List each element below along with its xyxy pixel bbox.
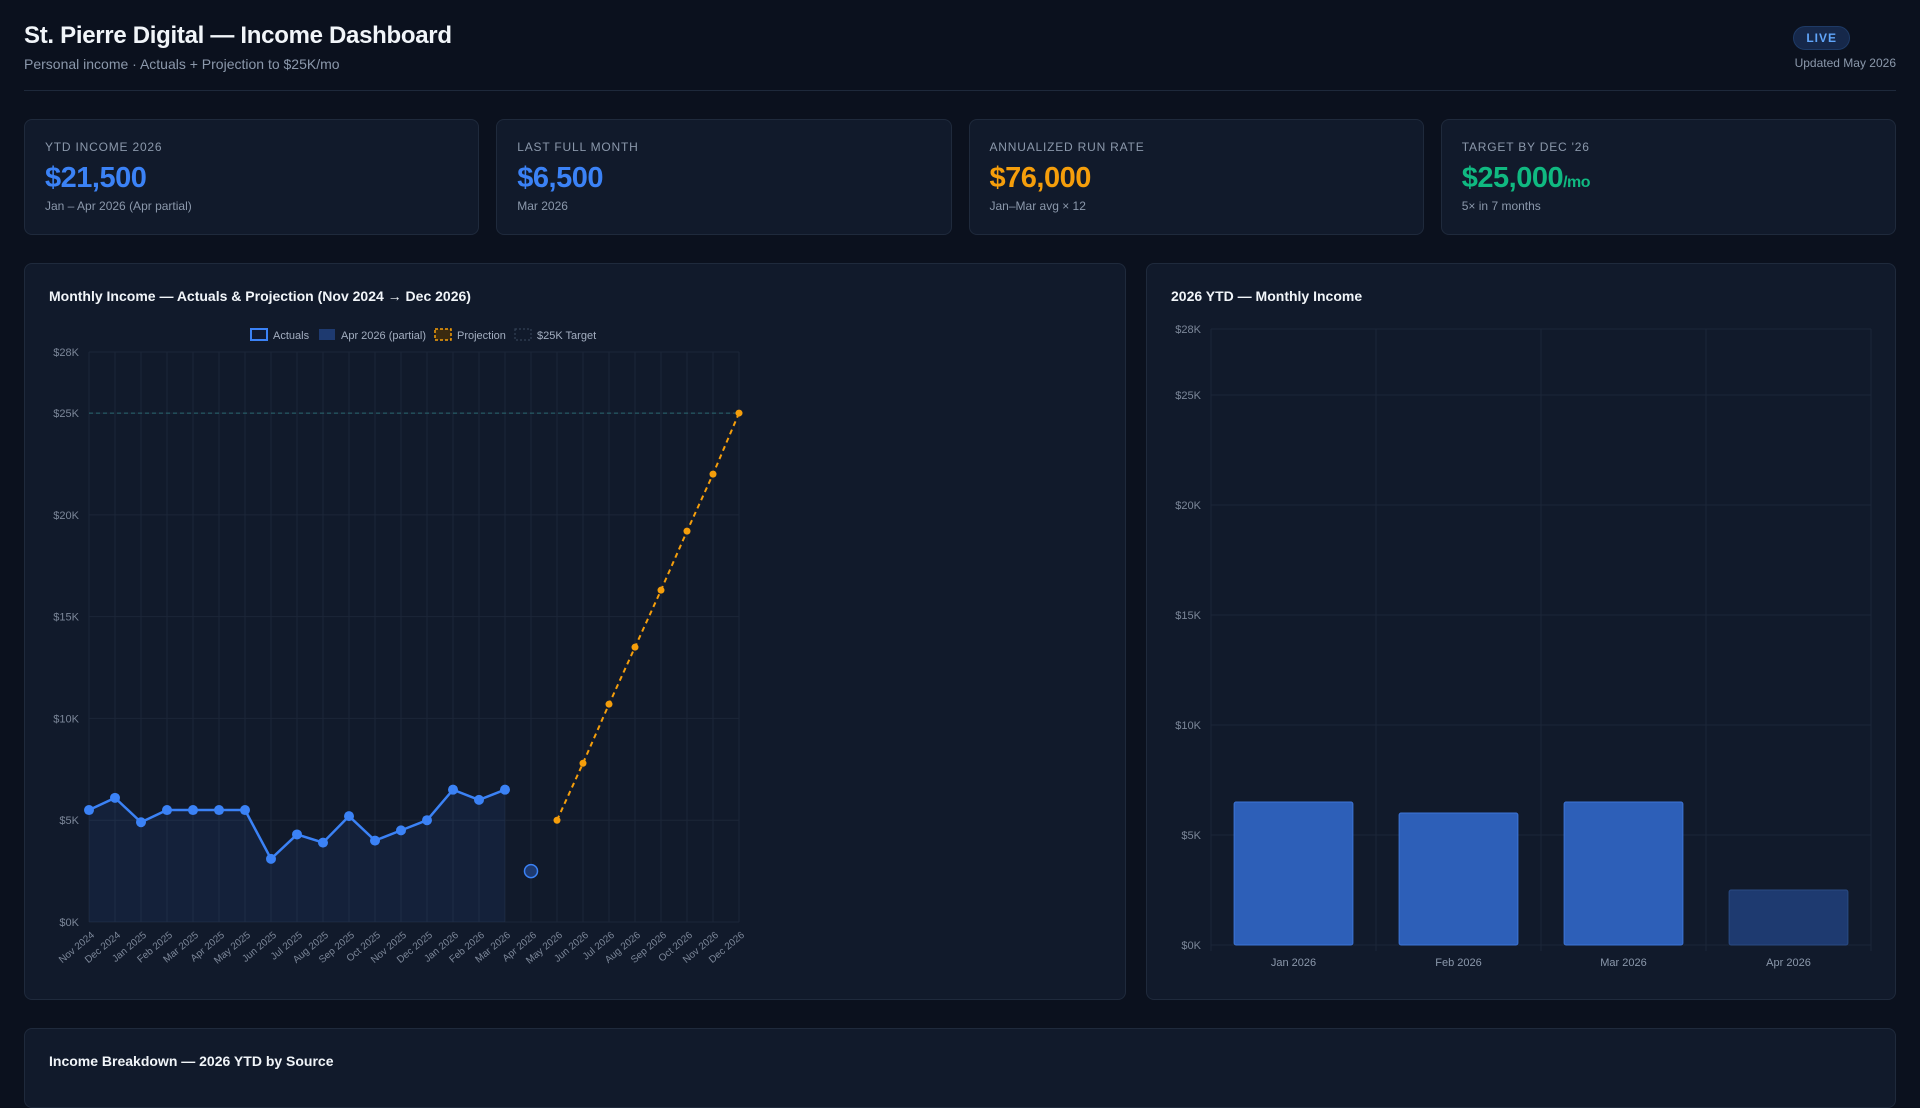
bar-chart-title: 2026 YTD — Monthly Income: [1171, 288, 1363, 304]
y-tick-label: $0K: [1181, 940, 1201, 952]
line-chart-panel: Monthly Income — Actuals & Projection (N…: [24, 263, 1126, 1000]
y-tick-label: $15K: [53, 612, 79, 624]
projection-point: [735, 409, 743, 417]
page-title: St. Pierre Digital — Income Dashboard: [24, 22, 452, 49]
actuals-point: [84, 805, 94, 816]
y-tick-label: $28K: [53, 347, 79, 359]
breakdown-title: Income Breakdown — 2026 YTD by Source: [49, 1053, 334, 1069]
actuals-point: [214, 805, 224, 816]
y-tick-label: $28K: [1175, 324, 1201, 336]
legend-label-target: $25K Target: [537, 330, 596, 342]
legend-label-actuals: Actuals: [273, 330, 310, 342]
kpi-value: $21,500: [45, 162, 458, 195]
bar-chart: $0K $5K $10K $15K $20K $25K $28K Jan 2026 Feb 20…: [1175, 324, 1872, 969]
projection-point: [631, 643, 639, 651]
actuals-point: [292, 829, 302, 840]
kpi-card-last-month: Last Full Month $6,500 Mar 2026: [496, 119, 952, 235]
kpi-label: Last Full Month: [517, 140, 639, 154]
kpi-value-number: $6,500: [517, 162, 603, 194]
actuals-point: [500, 784, 510, 795]
x-tick-label: Mar 2026: [1600, 957, 1646, 969]
breakdown-panel: Income Breakdown — 2026 YTD by Source: [24, 1028, 1896, 1108]
page-header: St. Pierre Digital — Income Dashboard Pe…: [24, 22, 1896, 91]
x-tick-label: Apr 2026: [1766, 957, 1811, 969]
actuals-point: [110, 792, 120, 803]
y-tick-label: $0K: [59, 917, 79, 929]
live-badge: LIVE: [1793, 26, 1850, 50]
kpi-value-number: $21,500: [45, 162, 147, 194]
actuals-point: [136, 817, 146, 828]
x-tick-label: Feb 2026: [1435, 957, 1481, 969]
kpi-card-ytd: YTD Income 2026 $21,500 Jan – Apr 2026 (…: [24, 119, 480, 235]
legend-swatch-partial: [319, 329, 335, 340]
legend-swatch-target: [514, 328, 532, 341]
y-tick-label: $10K: [1175, 720, 1201, 732]
kpi-label: YTD Income 2026: [45, 140, 163, 154]
actuals-area: [89, 789, 505, 922]
kpi-row: YTD Income 2026 $21,500 Jan – Apr 2026 (…: [24, 119, 1896, 235]
y-tick-label: $5K: [1181, 830, 1201, 842]
actuals-point: [422, 815, 432, 826]
projection-point: [553, 816, 561, 824]
kpi-label: Annualized Run Rate: [989, 140, 1145, 154]
projection-point: [683, 527, 691, 535]
kpi-card-target: Target by Dec '26 $25,000/mo 5× in 7 mon…: [1440, 119, 1896, 235]
actuals-point: [474, 794, 484, 805]
y-tick-label: $20K: [1175, 500, 1201, 512]
y-tick-label: $25K: [1175, 390, 1201, 402]
header-status: LIVE Updated May 2026: [1793, 26, 1896, 70]
legend-swatch-projection: [434, 328, 452, 341]
projection-point: [579, 759, 587, 767]
bar: [1563, 801, 1684, 946]
kpi-value: $76,000: [990, 162, 1403, 195]
actuals-point: [162, 805, 172, 816]
page-subtitle: Personal income · Actuals + Projection t…: [24, 56, 340, 72]
kpi-value-unit: /mo: [1563, 174, 1591, 191]
y-tick-label: $20K: [53, 510, 79, 522]
actuals-point: [344, 811, 354, 822]
bar: [1398, 812, 1519, 946]
kpi-value-number: $25,000: [1461, 162, 1564, 194]
legend-label-projection: Projection: [457, 330, 506, 342]
projection-point: [605, 700, 613, 708]
kpi-sub: Jan – Apr 2026 (Apr partial): [45, 199, 192, 213]
y-tick-label: $25K: [53, 408, 79, 420]
actuals-point: [266, 853, 276, 864]
projection-point: [709, 470, 717, 478]
bar: [1728, 889, 1849, 946]
kpi-card-run-rate: Annualized Run Rate $76,000 Jan–Mar avg …: [968, 119, 1424, 235]
y-tick-label: $15K: [1175, 610, 1201, 622]
kpi-value: $6,500: [517, 162, 930, 195]
actuals-point: [318, 837, 328, 848]
kpi-label: Target by Dec '26: [1461, 140, 1590, 154]
projection-line: [556, 412, 740, 821]
bar: [1233, 801, 1354, 946]
updated-timestamp: Updated May 2026: [1794, 56, 1896, 70]
actuals-point: [396, 825, 406, 836]
bar-chart-panel: 2026 YTD — Monthly Income $0K $5K $10K $15K…: [1146, 263, 1896, 1000]
kpi-value-number: $76,000: [989, 162, 1092, 194]
projection-point: [657, 586, 665, 594]
kpi-value: $25,000/mo: [1462, 162, 1875, 195]
partial-point: [523, 863, 539, 879]
actuals-point: [370, 835, 380, 846]
kpi-sub: Mar 2026: [517, 199, 568, 213]
kpi-sub: Jan–Mar avg × 12: [989, 199, 1086, 213]
actuals-point: [188, 805, 198, 816]
legend-swatch-actuals: [250, 328, 268, 341]
kpi-sub: 5× in 7 months: [1461, 199, 1541, 213]
line-chart-title: Monthly Income — Actuals & Projection (N…: [49, 288, 471, 304]
actuals-point: [240, 805, 250, 816]
legend-label-partial: Apr 2026 (partial): [341, 330, 426, 342]
y-tick-label: $10K: [53, 713, 79, 725]
actuals-point: [448, 784, 458, 795]
y-tick-label: $5K: [59, 815, 79, 827]
x-tick-label: Jan 2026: [1271, 957, 1316, 969]
